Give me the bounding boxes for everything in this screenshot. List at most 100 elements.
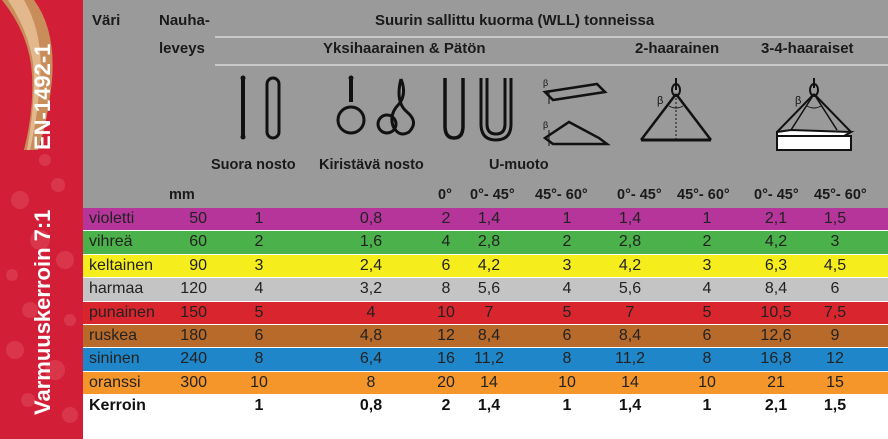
wll-value: 21 <box>767 373 785 391</box>
wll-value: 16 <box>437 350 455 368</box>
wll-value: 2 <box>441 210 451 227</box>
side-band: EN-1492-1 Varmuuskerroin 7:1 <box>0 0 83 439</box>
wll-value: 6 <box>441 256 451 274</box>
angle-4leg-45-60: 45°- 60° <box>814 187 867 203</box>
sling-photo-icon <box>2 0 53 150</box>
wll-value: 3 <box>702 256 712 274</box>
wll-value: 4,5 <box>823 256 847 274</box>
color-name: ruskea <box>89 326 138 344</box>
wll-value: 14 <box>480 373 498 391</box>
wll-value: 1,5 <box>823 397 847 415</box>
color-name: keltainen <box>89 256 154 274</box>
choke-lift-icon <box>336 75 366 135</box>
wll-value: 8 <box>366 373 376 391</box>
wll-value: 10 <box>250 373 268 391</box>
wll-value: 10 <box>437 303 455 321</box>
wll-value: 6 <box>254 326 264 344</box>
wll-value: 4,2 <box>764 233 788 251</box>
sling-width: 150 <box>180 303 207 321</box>
factor-label: Kerroin <box>89 397 146 415</box>
wll-value: 8,4 <box>764 280 788 298</box>
wll-value: 8 <box>702 350 712 368</box>
angle-u-45-60: 45°- 60° <box>535 187 588 203</box>
color-name: vihreä <box>89 233 133 251</box>
wll-value: 1 <box>254 210 264 227</box>
table-row: oranssi 300 10 8 20 14 10 14 10 21 15 <box>83 371 888 396</box>
angle-2leg-0-45: 0°- 45° <box>617 187 662 203</box>
unit-mm: mm <box>169 187 195 203</box>
wll-value: 3 <box>254 256 264 274</box>
group-single-leg: Yksihaarainen & Pätön <box>323 40 486 57</box>
wll-value: 1 <box>254 397 264 415</box>
angle-4leg-0-45: 0°- 45° <box>754 187 799 203</box>
width-column-header-1: Nauha- <box>159 12 210 29</box>
sling-width: 90 <box>189 256 207 274</box>
safety-factor-label: Varmuuskerroin 7:1 <box>30 210 55 415</box>
table-row: harmaa 120 4 3,2 8 5,6 4 5,6 4 8,4 6 <box>83 278 888 302</box>
wll-value: 6 <box>702 326 712 344</box>
svg-text:β: β <box>657 95 663 107</box>
wll-value: 10 <box>698 373 716 391</box>
sling-width: 240 <box>180 350 207 368</box>
wll-value: 14 <box>621 373 639 391</box>
wll-value: 0,8 <box>359 397 383 415</box>
four-leg-icon: β <box>776 78 855 151</box>
wll-value: 2,8 <box>477 233 501 251</box>
wll-value: 1 <box>562 397 572 415</box>
color-column-header: Väri <box>92 12 121 29</box>
wll-value: 4 <box>366 303 376 321</box>
wll-value: 1 <box>702 397 712 415</box>
table-row: ruskea 180 6 4,8 12 8,4 6 8,4 6 12,6 9 <box>83 324 888 349</box>
wll-value: 20 <box>437 373 455 391</box>
method-choke-lift: Kiristävä nosto <box>319 157 424 173</box>
sling-width: 50 <box>189 210 207 227</box>
wll-value: 2,1 <box>764 210 788 227</box>
title-divider <box>215 36 888 38</box>
standard-label: EN-1492-1 <box>30 44 55 150</box>
wll-value: 6,3 <box>764 256 788 274</box>
endless-sling-icon <box>265 76 281 140</box>
color-name: sininen <box>89 350 140 368</box>
wll-value: 9 <box>830 326 840 344</box>
wll-value: 11,2 <box>615 350 645 368</box>
table-row: sininen 240 8 6,4 16 11,2 8 11,2 8 16,8 12 <box>83 348 888 372</box>
sling-width: 300 <box>180 373 207 391</box>
wll-value: 1,4 <box>477 210 501 227</box>
angle-2leg-45-60: 45°- 60° <box>677 187 730 203</box>
two-leg-icon: β <box>640 78 712 142</box>
wll-value: 1,6 <box>359 233 383 251</box>
wll-value: 4,8 <box>359 326 383 344</box>
table-row: violetti 50 1 0,8 2 1,4 1 1,4 1 2,1 1,5 <box>83 208 888 232</box>
wll-value: 2 <box>441 397 451 415</box>
table-row: keltainen 90 3 2,4 6 4,2 3 4,2 3 6,3 4,5 <box>83 254 888 279</box>
wll-value: 4,2 <box>618 256 642 274</box>
straight-lift-icon <box>240 75 246 140</box>
color-name: violetti <box>89 210 135 227</box>
wll-value: 8 <box>441 280 451 298</box>
wll-value: 3 <box>562 256 572 274</box>
wll-value: 7,5 <box>823 303 847 321</box>
wll-value: 6,4 <box>359 350 383 368</box>
width-column-header-2: leveys <box>159 40 205 57</box>
wll-value: 12 <box>826 350 844 368</box>
u-shape-angle-icon: β β <box>542 78 611 146</box>
wll-value: 12,6 <box>760 326 792 344</box>
svg-text:β: β <box>543 120 548 130</box>
wll-value: 4,2 <box>477 256 501 274</box>
wll-value: 2 <box>562 233 572 251</box>
group-two-leg: 2-haarainen <box>635 40 720 57</box>
wll-table: violetti 50 1 0,8 2 1,4 1 1,4 1 2,1 1,5 vihreä 60 2 1,… <box>83 208 888 421</box>
wll-value: 4 <box>441 233 451 251</box>
method-straight-lift: Suora nosto <box>211 157 296 173</box>
wll-value: 5,6 <box>618 280 642 298</box>
sling-width: 120 <box>180 280 207 298</box>
header-panel: Väri Nauha- leveys Suurin sallittu kuorm… <box>83 0 888 208</box>
group-divider <box>215 64 888 66</box>
dot-pattern <box>6 154 78 423</box>
wll-value: 1 <box>562 210 572 227</box>
wll-value: 10 <box>558 373 576 391</box>
svg-text:β: β <box>543 78 548 88</box>
wll-value: 4 <box>254 280 264 298</box>
color-name: punainen <box>89 303 155 321</box>
